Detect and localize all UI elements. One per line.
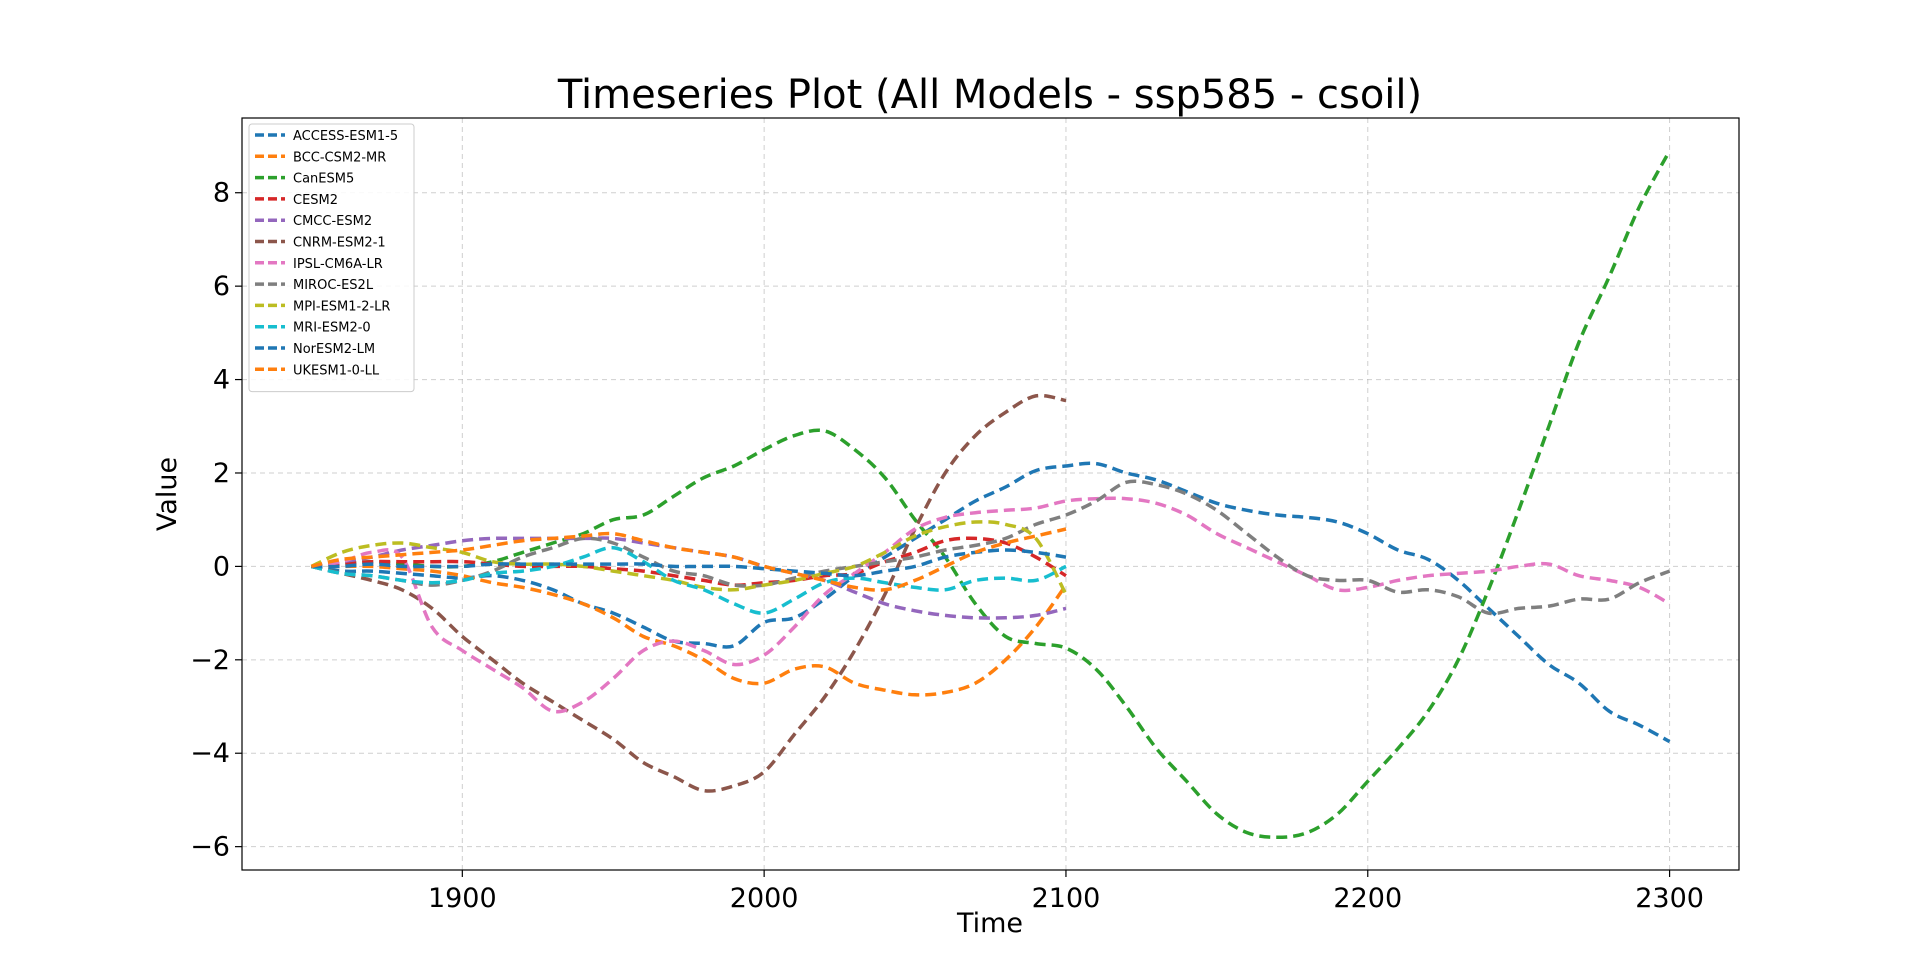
legend-label-canesm5: CanESM5 [293, 172, 354, 187]
y-tick-label: 4 [213, 365, 230, 396]
x-tick-label: 2100 [1032, 883, 1101, 914]
x-tick-label: 2000 [730, 883, 799, 914]
y-tick-label: 2 [213, 458, 230, 489]
legend-label-cesm2: CESM2 [293, 193, 338, 208]
series-line-mri-esm2-0 [310, 545, 1067, 615]
x-tick-label: 1900 [428, 883, 497, 914]
y-tick-label: −6 [190, 832, 230, 863]
legend-label-access-esm1-5: ACCESS-ESM1-5 [293, 129, 398, 144]
axis-ticks: 1900 2000 2100 2200 2300 −6 −4 −2 0 2 4 6 8 [190, 178, 1704, 914]
legend-label-cnrm-esm2-1: CNRM-ESM2-1 [293, 236, 386, 251]
series-line-access-esm1-5 [311, 461, 1671, 744]
legend-label-mpi-esm1-2-lr: MPI-ESM1-2-LR [293, 299, 390, 314]
y-axis-label: Value [152, 457, 183, 531]
legend-label-noresm2-lm: NorESM2-LM [293, 342, 375, 357]
series-line-canesm5 [311, 149, 1672, 840]
legend-label-cmcc-esm2: CMCC-ESM2 [293, 214, 372, 229]
legend-label-ukesm1-0-ll: UKESM1-0-LL [293, 363, 380, 378]
legend-box [248, 123, 415, 393]
y-tick-label: 8 [213, 178, 230, 209]
legend-label-mri-esm2-0: MRI-ESM2-0 [293, 321, 371, 336]
y-tick-label: 0 [213, 551, 230, 582]
legend: ACCESS-ESM1-5 BCC-CSM2-MR CanESM5 CESM2 CMCC… [248, 123, 415, 393]
chart-title: Timeseries Plot (All Models - ssp585 - c… [557, 72, 1422, 118]
grid-lines [242, 118, 1739, 870]
series-line-miroc-es2l [310, 479, 1671, 616]
series-line-ipsl-cm6a-lr [311, 496, 1671, 714]
x-tick-label: 2300 [1635, 883, 1704, 914]
series-line-noresm2-lm [311, 548, 1067, 578]
y-tick-label: 6 [213, 271, 230, 302]
x-axis-label: Time [956, 908, 1023, 939]
series-lines [310, 149, 1672, 840]
y-tick-label: −2 [190, 645, 230, 676]
legend-label-ipsl-cm6a-lr: IPSL-CM6A-LR [293, 257, 383, 272]
plot-area-frame [241, 117, 1740, 871]
series-line-mpi-esm1-2-lr [310, 520, 1068, 596]
legend-label-bcc-csm2-mr: BCC-CSM2-MR [293, 150, 386, 165]
x-tick-label: 2200 [1333, 883, 1402, 914]
series-line-bcc-csm2-mr [311, 564, 1068, 697]
series-line-cesm2 [311, 536, 1067, 587]
series-line-cnrm-esm2-1 [310, 393, 1067, 793]
series-line-ukesm1-0-ll [310, 527, 1067, 592]
y-tick-label: −4 [190, 738, 230, 769]
legend-label-miroc-es2l: MIROC-ES2L [293, 278, 374, 293]
